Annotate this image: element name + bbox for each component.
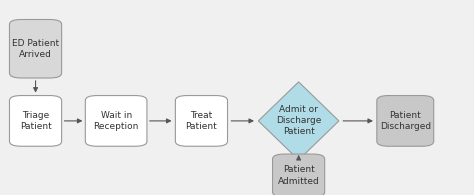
Polygon shape — [258, 82, 339, 160]
FancyBboxPatch shape — [9, 20, 62, 78]
Text: Triage
Patient: Triage Patient — [20, 111, 51, 131]
Text: Patient
Admitted: Patient Admitted — [278, 165, 319, 186]
FancyBboxPatch shape — [175, 96, 228, 146]
FancyBboxPatch shape — [9, 96, 62, 146]
FancyBboxPatch shape — [273, 154, 325, 195]
Text: ED Patient
Arrived: ED Patient Arrived — [12, 39, 59, 59]
FancyBboxPatch shape — [85, 96, 147, 146]
FancyBboxPatch shape — [377, 96, 434, 146]
Text: Wait in
Reception: Wait in Reception — [93, 111, 139, 131]
Text: Treat
Patient: Treat Patient — [186, 111, 217, 131]
Text: Admit or
Discharge
Patient: Admit or Discharge Patient — [276, 105, 321, 136]
Text: Patient
Discharged: Patient Discharged — [380, 111, 431, 131]
